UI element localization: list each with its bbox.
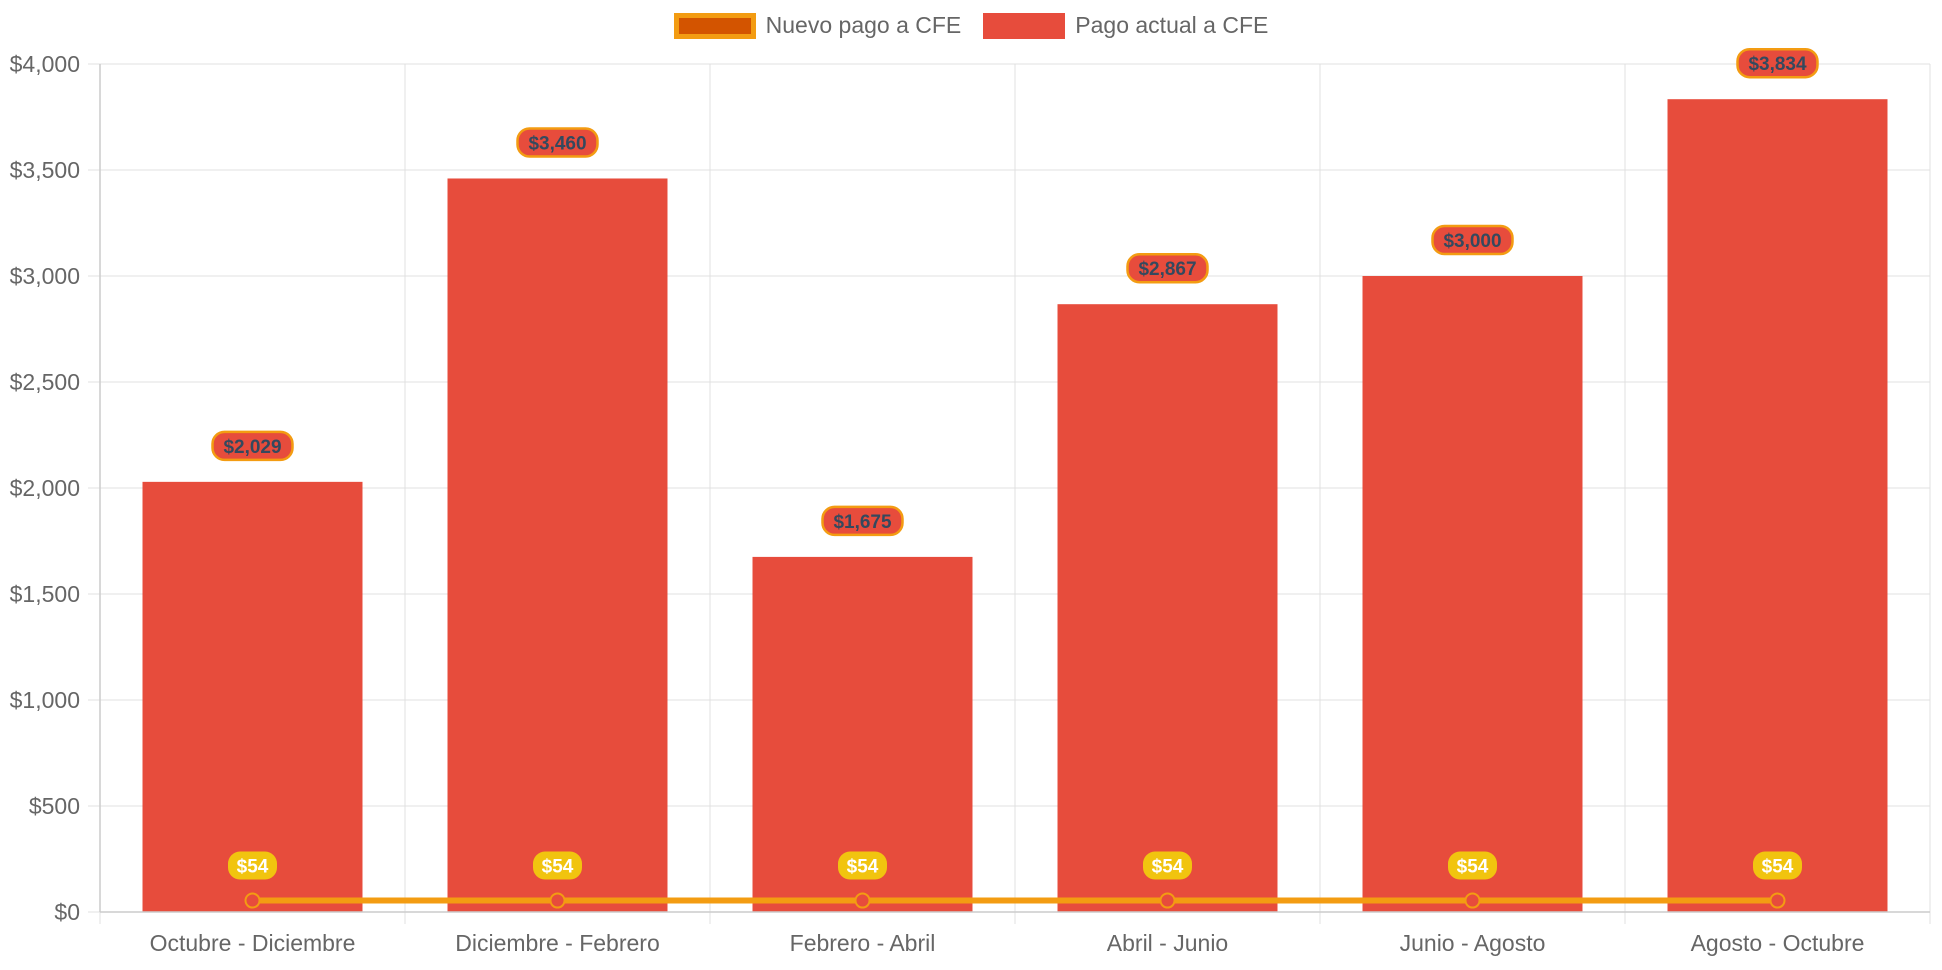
line-data-label-bg <box>1753 851 1802 880</box>
bar-data-label: $3,000 <box>1443 231 1501 252</box>
x-tick-label: Agosto - Octubre <box>1691 930 1865 956</box>
x-tick-label: Abril - Junio <box>1107 930 1228 956</box>
y-tick-label: $2,000 <box>10 475 80 501</box>
bar <box>1667 99 1888 912</box>
line-data-label: $54 <box>1457 857 1489 878</box>
y-tick-label: $2,500 <box>10 369 80 395</box>
x-tick-label: Octubre - Diciembre <box>150 930 356 956</box>
bar <box>1057 304 1278 912</box>
bar-data-label-bg <box>821 505 904 537</box>
bar-data-label-bg <box>211 430 294 462</box>
line-data-label: $54 <box>847 857 879 878</box>
y-tick-label: $3,500 <box>10 157 80 183</box>
line-point <box>854 892 871 909</box>
bar-data-label-bg <box>1431 224 1514 256</box>
line-point <box>1769 892 1786 909</box>
line-data-label-bg <box>228 851 277 880</box>
grid-layer <box>88 63 1931 924</box>
chart-legend: Nuevo pago a CFE Pago actual a CFE <box>0 12 1942 39</box>
legend-swatch-bar <box>983 12 1066 39</box>
bar-data-label: $2,029 <box>223 437 281 458</box>
x-tick-label: Junio - Agosto <box>1400 930 1546 956</box>
line-data-label-bg <box>1448 851 1497 880</box>
line-point <box>549 892 566 909</box>
bar-data-label-bg <box>1126 252 1209 284</box>
legend-swatch-line <box>673 12 756 39</box>
line-data-label: $54 <box>1152 857 1184 878</box>
y-tick-label: $500 <box>29 793 80 819</box>
bar <box>447 178 668 913</box>
bar-layer <box>142 99 1888 913</box>
y-tick-label: $4,000 <box>10 51 80 77</box>
line-layer <box>244 892 1786 909</box>
x-tick-label: Febrero - Abril <box>790 930 936 956</box>
bar <box>1362 276 1583 912</box>
bar-data-label: $1,675 <box>833 512 892 533</box>
legend-label-nuevo-pago: Nuevo pago a CFE <box>765 12 962 38</box>
line-data-label: $54 <box>1762 857 1794 878</box>
line-point <box>244 892 261 909</box>
bar-data-label-bg <box>1736 47 1819 79</box>
legend-label-pago-actual: Pago actual a CFE <box>1075 12 1269 38</box>
axis-layer: $0 $500 $1,000 $1,500 $2,000 $2,500 $3,000 $3,5… <box>10 51 1930 956</box>
legend-item-pago-actual[interactable]: Pago actual a CFE <box>983 12 1268 39</box>
bar-data-label: $3,460 <box>528 133 586 154</box>
line-data-label: $54 <box>542 857 574 878</box>
y-tick-label: $1,000 <box>10 687 80 713</box>
y-tick-label: $3,000 <box>10 263 80 289</box>
y-tick-label: $0 <box>54 899 80 925</box>
line-data-label-bg <box>838 851 887 880</box>
line-point <box>1159 892 1176 909</box>
bar-data-label: $3,834 <box>1748 54 1807 75</box>
legend-item-nuevo-pago[interactable]: Nuevo pago a CFE <box>673 12 962 39</box>
bar-data-label: $2,867 <box>1138 259 1196 280</box>
y-tick-label: $1,500 <box>10 581 80 607</box>
label-layer: $2,029 $3,460 $1,675 $2,867 $3,000 $3,834 $54 $… <box>211 47 1819 880</box>
line-data-label-bg <box>533 851 582 880</box>
line-point <box>1464 892 1481 909</box>
line-data-label-bg <box>1143 851 1192 880</box>
bar-data-label-bg <box>516 127 599 158</box>
bar <box>142 481 363 912</box>
x-tick-label: Diciembre - Febrero <box>455 930 660 956</box>
line-data-label: $54 <box>237 857 269 878</box>
